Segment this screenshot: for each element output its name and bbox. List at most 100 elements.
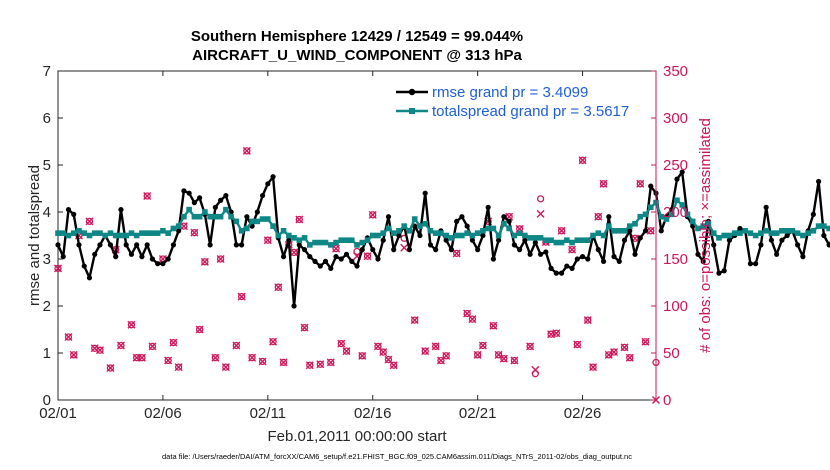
totalspread-point: [721, 232, 727, 239]
obs-possible-marker: [148, 342, 157, 351]
rmse-point: [433, 247, 439, 253]
totalspread-point: [731, 230, 738, 236]
rmse-point: [265, 181, 271, 187]
obs-assimilated-marker: [389, 361, 398, 370]
rmse-point: [270, 174, 276, 180]
rmse-point: [548, 265, 554, 271]
data-file-footer: data file: /Users/raeder/DAI/ATM_forcXX/…: [162, 452, 632, 461]
rmse-point: [700, 258, 706, 264]
obs-assimilated-marker: [620, 343, 629, 352]
rmse-point: [532, 239, 538, 246]
totalspread-point: [249, 218, 255, 225]
obs-possible-marker: [390, 361, 398, 369]
totalspread-point: [280, 228, 287, 234]
legend-totalspread-swatch-marker: [409, 108, 415, 114]
obs-assimilated-marker: [625, 353, 634, 362]
totalspread-point: [275, 232, 282, 239]
rmse-point: [464, 223, 470, 229]
totalspread-point: [181, 213, 187, 220]
totalspread-point: [459, 232, 465, 239]
rmse-point: [695, 251, 701, 257]
totalspread-point: [474, 230, 481, 236]
obs-assimilated-marker: [610, 348, 619, 357]
totalspread-point: [695, 225, 701, 232]
obs-possible-marker: [479, 341, 487, 350]
y-axis-label-left: rmse and totalspread: [26, 165, 43, 306]
totalspread-point: [511, 232, 518, 239]
totalspread-point: [464, 230, 470, 236]
obs-assimilated-marker: [95, 346, 104, 355]
obs-assimilated-marker: [473, 350, 482, 359]
totalspread-point: [160, 228, 166, 234]
obs-assimilated-marker: [200, 257, 209, 266]
rmse-point: [212, 204, 218, 210]
totalspread-point: [537, 235, 544, 241]
totalspread-point: [600, 232, 607, 239]
rmse-point: [816, 178, 822, 185]
obs-assimilated-marker: [442, 351, 451, 360]
totalspread-point: [737, 230, 743, 236]
totalspread-point: [60, 230, 67, 236]
obs-possible-marker: [536, 195, 545, 203]
obs-possible-marker: [557, 227, 566, 235]
obs-possible-marker: [473, 351, 482, 359]
y-right-tick-label: 200: [663, 204, 688, 221]
obs-assimilated-marker: [641, 337, 650, 346]
rmse-point: [511, 242, 517, 248]
rmse-point: [721, 268, 727, 274]
rmse-point: [611, 254, 617, 260]
totalspread-point: [480, 228, 486, 234]
totalspread-point: [123, 232, 129, 239]
x-tick-label: 02/21: [459, 405, 497, 422]
rmse-point: [517, 247, 523, 253]
obs-possible-marker: [269, 338, 277, 346]
totalspread-point: [821, 223, 827, 229]
obs-assimilated-marker: [421, 347, 430, 356]
rmse-point: [354, 263, 360, 269]
obs-assimilated-marker: [279, 358, 288, 367]
obs-assimilated-marker: [337, 339, 346, 348]
totalspread-point: [327, 242, 334, 248]
legend-rmse-swatch-marker: [408, 88, 416, 96]
totalspread-point: [558, 239, 565, 246]
totalspread-point: [191, 213, 198, 220]
obs-possible-marker: [489, 322, 498, 330]
obs-assimilated-marker: [342, 347, 351, 356]
rmse-point: [86, 275, 93, 281]
obs-possible-marker: [500, 354, 508, 363]
totalspread-point: [411, 216, 418, 222]
rmse-point: [642, 228, 649, 234]
rmse-point: [92, 251, 98, 257]
totalspread-point: [784, 228, 790, 234]
totalspread-point: [296, 237, 303, 243]
rmse-point: [170, 242, 177, 248]
rmse-point: [349, 258, 355, 264]
y-right-tick-label: 0: [663, 392, 671, 409]
totalspread-point: [826, 225, 830, 232]
obs-possible-marker: [578, 156, 587, 164]
totalspread-point: [579, 237, 586, 243]
obs-possible-marker: [437, 356, 445, 365]
rmse-point: [753, 261, 759, 267]
totalspread-point: [632, 220, 638, 227]
rmse-point: [259, 192, 266, 199]
rmse-point: [469, 237, 476, 243]
legend: rmse grand pr = 3.4099 totalspread grand…: [392, 78, 650, 122]
obs-possible-marker: [510, 356, 519, 365]
totalspread-point: [726, 232, 733, 239]
rmse-point: [501, 214, 507, 220]
rmse-point: [343, 251, 350, 257]
totalspread-point: [112, 232, 119, 239]
obs-possible-marker: [573, 340, 581, 349]
obs-possible-marker: [169, 339, 178, 347]
rmse-point: [165, 256, 171, 262]
totalspread-point: [369, 232, 376, 239]
obs-assimilated-marker: [195, 325, 204, 334]
totalspread-point: [810, 228, 817, 234]
rmse-point: [795, 242, 801, 248]
totalspread-point: [396, 228, 402, 234]
totalspread-point: [710, 230, 717, 236]
obs-assimilated-marker: [452, 249, 461, 258]
obs-possible-marker: [174, 363, 183, 371]
obs-assimilated-marker: [263, 236, 272, 245]
